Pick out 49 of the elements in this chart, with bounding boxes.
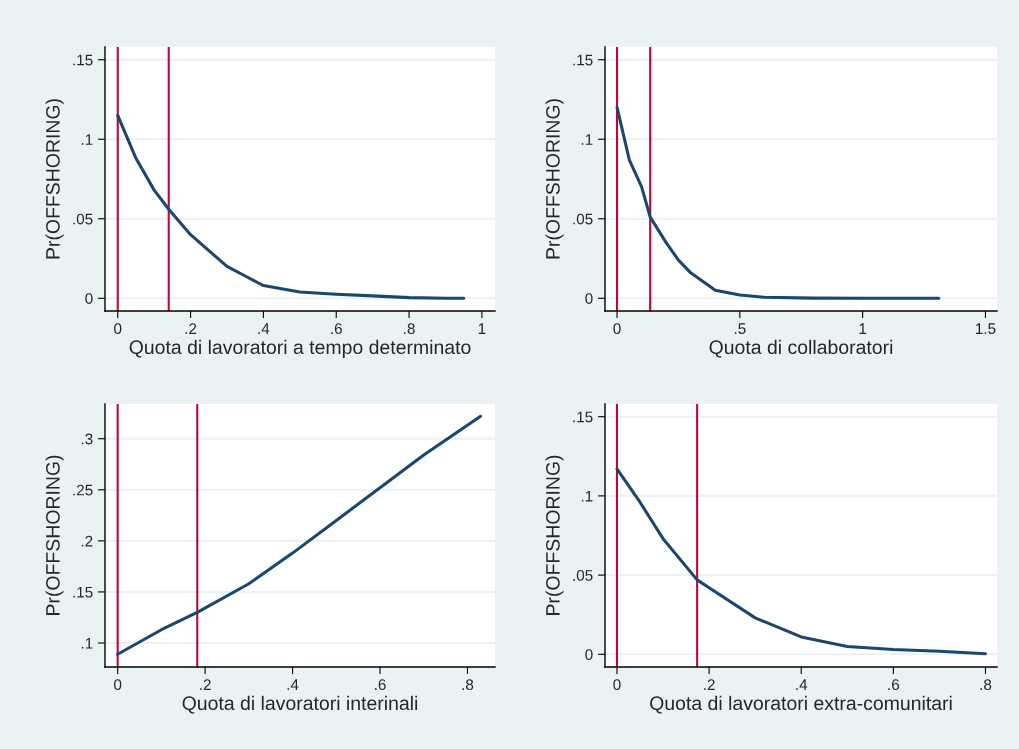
y-tick-label: .05 (73, 213, 93, 225)
y-tick-label: .25 (73, 484, 93, 496)
y-tick-label: .15 (73, 54, 93, 66)
y-tick-label: 0 (585, 649, 593, 661)
y-axis-title: Pr(OFFSHORING) (45, 455, 64, 615)
y-tick-label: .1 (81, 134, 93, 145)
y-tick-label: .1 (81, 638, 93, 649)
y-tick-label: .05 (573, 569, 593, 581)
x-tick-label: 1 (478, 323, 486, 334)
x-axis-title: Quota di lavoratori extra-comunitari (650, 695, 952, 714)
y-axis-title: Pr(OFFSHORING) (545, 99, 564, 259)
x-tick-label: 0 (114, 679, 122, 691)
x-tick-label: .8 (462, 679, 474, 691)
line-series (615, 467, 988, 656)
y-axis-title: Pr(OFFSHORING) (45, 99, 64, 259)
y-tick-label: .05 (573, 213, 593, 225)
x-tick-label: .4 (258, 323, 270, 334)
x-tick-label: .8 (404, 323, 415, 335)
x-tick-label: .6 (331, 323, 342, 335)
x-tick-label: 1 (859, 323, 867, 334)
y-tick-label: .15 (573, 411, 593, 423)
line-series (116, 113, 466, 300)
x-axis-title: Quota di lavoratori a tempo determinato (129, 339, 471, 358)
x-tick-label: .4 (287, 679, 299, 690)
y-tick-label: .15 (573, 54, 593, 66)
y-tick-label: .1 (581, 134, 593, 145)
x-tick-label: .8 (980, 679, 992, 691)
x-tick-label: .2 (200, 679, 211, 690)
x-tick-label: .4 (796, 679, 808, 690)
y-tick-label: .3 (81, 433, 93, 445)
x-axis-title: Quota di collaboratori (709, 339, 893, 358)
x-tick-label: 1.5 (976, 323, 996, 335)
x-axis-title: Quota di lavoratori interinali (182, 695, 418, 714)
x-tick-label: 0 (613, 679, 621, 691)
y-tick-label: 0 (85, 293, 93, 304)
y-tick-label: .1 (581, 490, 593, 502)
line-series (116, 414, 483, 656)
x-tick-label: 0 (114, 323, 122, 335)
x-tick-label: 0 (613, 323, 621, 335)
x-tick-label: .6 (375, 679, 386, 691)
line-series (615, 105, 941, 300)
x-tick-label: .5 (734, 323, 746, 335)
x-tick-label: .2 (704, 679, 715, 690)
y-tick-label: .15 (73, 586, 93, 598)
y-tick-label: .2 (81, 535, 93, 547)
x-tick-label: .6 (888, 679, 900, 691)
y-axis-title: Pr(OFFSHORING) (545, 455, 564, 615)
y-tick-label: 0 (585, 293, 593, 304)
x-tick-label: .2 (185, 323, 197, 334)
